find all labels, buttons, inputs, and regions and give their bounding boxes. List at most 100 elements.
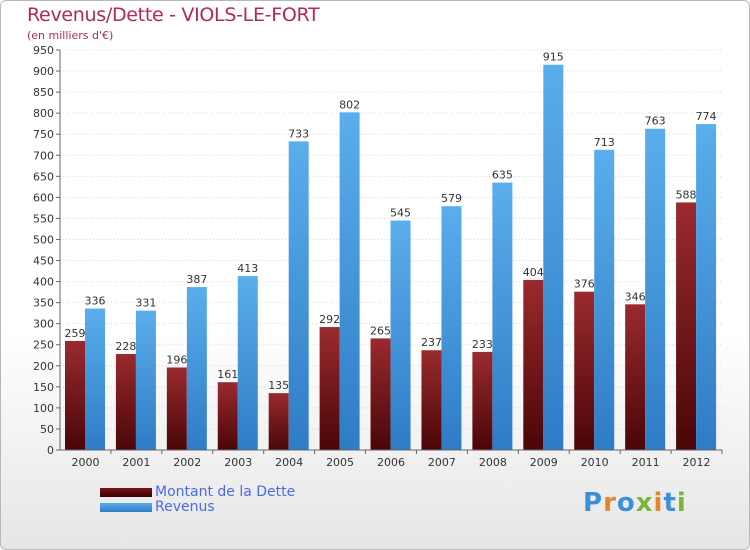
data-label-dette: 228	[115, 340, 136, 353]
data-label-dette: 346	[625, 290, 646, 303]
legend-label-revenus: Revenus	[155, 499, 215, 515]
bar-dette	[421, 350, 442, 450]
bar-dette	[574, 291, 595, 450]
data-label-dette: 237	[421, 336, 442, 349]
data-label-revenus: 802	[339, 98, 360, 111]
y-tick-label: 0	[47, 444, 54, 457]
data-label-dette: 135	[268, 379, 289, 392]
data-label-revenus: 545	[390, 207, 411, 220]
y-tick-label: 50	[40, 423, 54, 436]
bar-dette	[166, 367, 187, 450]
x-tick-label: 2002	[173, 456, 201, 469]
bar-dette	[370, 338, 391, 450]
y-tick-label: 800	[33, 107, 54, 120]
y-tick-label: 500	[33, 233, 54, 246]
bar-dette	[65, 340, 85, 450]
data-label-revenus: 713	[594, 136, 615, 149]
data-label-revenus: 763	[645, 115, 666, 128]
bars	[65, 64, 717, 451]
data-label-dette: 376	[574, 278, 595, 291]
logo-letter: o	[616, 488, 636, 518]
bar-revenus	[543, 64, 564, 450]
chart-subtitle: (en milliers d'€)	[27, 29, 114, 42]
legend-swatch-dette	[100, 488, 152, 497]
x-tick-label: 2008	[479, 456, 507, 469]
x-tick-label: 2001	[122, 456, 150, 469]
bar-revenus	[135, 310, 156, 450]
data-label-revenus: 579	[441, 192, 462, 205]
y-tick-label: 250	[33, 339, 54, 352]
data-label-revenus: 413	[237, 262, 258, 275]
x-tick-label: 2009	[530, 456, 558, 469]
data-label-revenus: 336	[85, 295, 106, 308]
bar-revenus	[441, 206, 462, 450]
y-tick-label: 950	[33, 44, 54, 57]
y-tick-label: 850	[33, 86, 54, 99]
logo-letter: x	[635, 488, 654, 518]
y-tick-label: 600	[33, 191, 54, 204]
data-label-revenus: 635	[492, 169, 513, 182]
data-label-dette: 259	[65, 327, 86, 340]
data-label-dette: 265	[370, 324, 391, 337]
y-tick-label: 700	[33, 149, 54, 162]
data-label-revenus: 915	[543, 51, 564, 64]
logo-letter: r	[603, 488, 617, 518]
data-label-revenus: 774	[696, 110, 717, 123]
bar-revenus	[186, 287, 207, 450]
y-tick-label: 550	[33, 212, 54, 225]
x-tick-label: 2000	[71, 456, 99, 469]
x-tick-label: 2003	[224, 456, 252, 469]
axes: 0 50 100 150 200 250 300 350 400 450 500 550 600 650 7…	[33, 44, 723, 469]
bar-revenus	[339, 112, 360, 450]
x-tick-label: 2004	[275, 456, 303, 469]
y-tick-label: 650	[33, 170, 54, 183]
y-tick-label: 750	[33, 128, 54, 141]
data-label-revenus: 387	[186, 273, 207, 286]
data-label-revenus: 331	[135, 297, 156, 310]
chart-title: Revenus/Dette - VIOLS-LE-FORT	[27, 4, 320, 26]
bar-dette	[115, 354, 136, 450]
logo-letter: P	[583, 488, 604, 518]
bar-revenus	[594, 149, 615, 450]
logo-letter: i	[653, 488, 664, 518]
data-label-revenus: 733	[288, 127, 309, 140]
x-tick-label: 2006	[377, 456, 405, 469]
y-tick-label: 900	[33, 65, 54, 78]
data-label-dette: 404	[523, 266, 544, 279]
data-label-dette: 161	[217, 368, 238, 381]
x-tick-label: 2012	[683, 456, 711, 469]
data-label-dette: 588	[676, 188, 697, 201]
y-tick-label: 300	[33, 318, 54, 331]
bar-revenus	[492, 182, 513, 450]
y-tick-label: 150	[33, 381, 54, 394]
data-label-dette: 292	[319, 313, 340, 326]
proxiti-logo: Proxiti	[583, 488, 687, 518]
x-tick-label: 2007	[428, 456, 456, 469]
bar-dette	[268, 393, 289, 450]
data-labels: 259 336 228 331 196 387 161 413 135 733 292 802 265 5…	[65, 51, 717, 392]
logo-letter: i	[676, 488, 687, 518]
bar-revenus	[645, 128, 666, 450]
x-tick-label: 2005	[326, 456, 354, 469]
bar-dette	[319, 327, 340, 450]
bar-dette	[676, 202, 697, 450]
logo-letter: t	[663, 488, 677, 518]
bar-revenus	[390, 220, 411, 450]
bar-dette	[217, 382, 238, 450]
y-tick-label: 200	[33, 360, 54, 373]
bar-dette	[523, 279, 544, 450]
bar-dette	[472, 351, 493, 450]
y-tick-label: 100	[33, 402, 54, 415]
x-tick-label: 2010	[581, 456, 609, 469]
bar-revenus	[288, 141, 309, 451]
bar-revenus	[237, 276, 258, 450]
y-tick-label: 400	[33, 276, 54, 289]
data-label-dette: 233	[472, 338, 493, 351]
data-label-dette: 196	[166, 353, 187, 366]
bar-dette	[625, 304, 646, 450]
x-tick-label: 2011	[632, 456, 660, 469]
y-tick-label: 450	[33, 255, 54, 268]
legend-swatch-revenus	[100, 503, 152, 512]
y-tick-label: 350	[33, 297, 54, 310]
